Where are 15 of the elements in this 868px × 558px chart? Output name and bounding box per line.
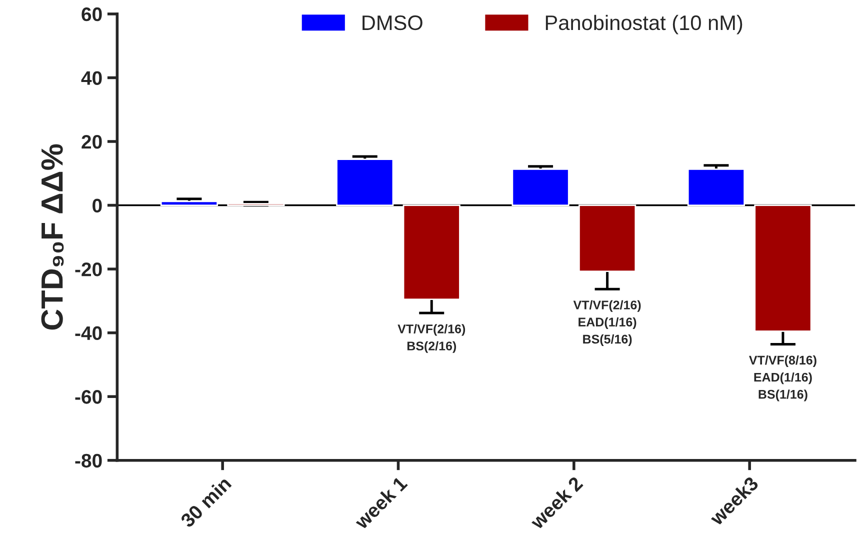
y-tick-label: -80	[75, 454, 102, 468]
y-tick-label: -60	[75, 390, 102, 404]
annotation: VT/VF(2/16) EAD(1/16) BS(5/16)	[573, 300, 641, 346]
x-tick-label: 30 min	[179, 476, 232, 528]
y-tick-label: -40	[75, 326, 102, 340]
annotation: VT/VF(8/16) EAD(1/16) BS(1/16)	[749, 355, 816, 402]
y-tick-label: 60	[82, 7, 102, 22]
y-tick-label: 40	[81, 71, 102, 85]
y-tick-label: 20	[82, 134, 102, 149]
legend-label: DMSO	[362, 15, 422, 30]
annotation: VT/VF(2/16) BS(2/16)	[398, 324, 466, 353]
y-tick-label: 0	[92, 198, 102, 212]
legend-label: Panobinostat (10 nM)	[546, 14, 742, 34]
y-tick-label: -20	[75, 262, 102, 276]
y-axis-title: CTD₉₀F ΔΔ%	[41, 144, 64, 330]
